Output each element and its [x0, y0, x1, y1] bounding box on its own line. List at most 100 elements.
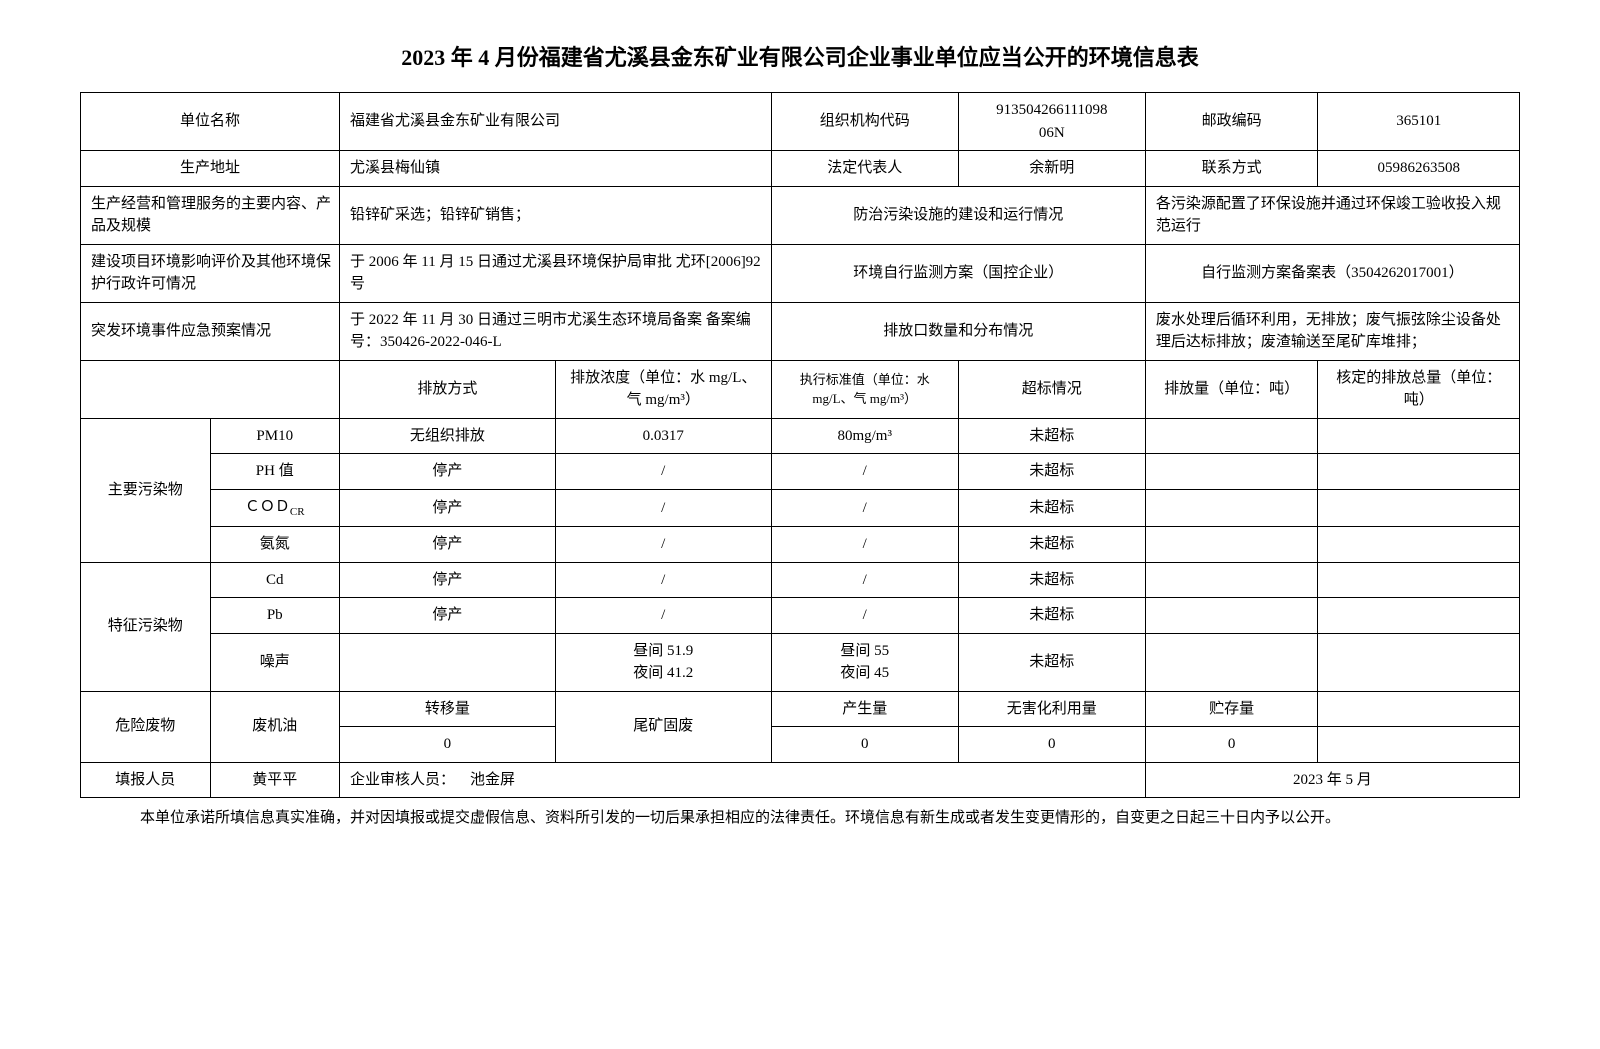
row-pb: Pb 停产 / / 未超标 — [81, 598, 1520, 634]
row-hazard-1: 危险废物 废机油 转移量 尾矿固废 产生量 无害化利用量 贮存量 — [81, 691, 1520, 727]
cell-harmless-label: 无害化利用量 — [958, 691, 1145, 727]
row-unit-name: 单位名称 福建省尤溪县金东矿业有限公司 组织机构代码 9135042661110… — [81, 93, 1520, 151]
cell-nh-approved — [1318, 527, 1520, 563]
label-monitor: 环境自行监测方案（国控企业） — [771, 244, 1145, 302]
cell-nh-exceed: 未超标 — [958, 527, 1145, 563]
cell-pb-name: Pb — [210, 598, 340, 634]
cell-ph-std: / — [771, 454, 958, 490]
cell-ph-method: 停产 — [340, 454, 556, 490]
cell-nh-amount — [1145, 527, 1318, 563]
value-addr: 尤溪县梅仙镇 — [340, 151, 772, 187]
cell-pb-conc: / — [555, 598, 771, 634]
value-contact: 05986263508 — [1318, 151, 1520, 187]
cell-waste-oil: 废机油 — [210, 691, 340, 762]
label-contact: 联系方式 — [1145, 151, 1318, 187]
value-eia: 于 2006 年 11 月 15 日通过尤溪县环境保护局审批 尤环[2006]9… — [340, 244, 772, 302]
cell-hazard-empty2 — [1318, 727, 1520, 763]
label-biz: 生产经营和管理服务的主要内容、产品及规模 — [81, 186, 340, 244]
cell-produce-label: 产生量 — [771, 691, 958, 727]
label-reporter: 填报人员 — [81, 762, 211, 798]
label-emergency: 突发环境事件应急预案情况 — [81, 302, 340, 360]
cell-pm10-amount — [1145, 418, 1318, 454]
value-biz: 铅锌矿采选；铅锌矿销售； — [340, 186, 772, 244]
cell-pm10-exceed: 未超标 — [958, 418, 1145, 454]
label-org-code: 组织机构代码 — [771, 93, 958, 151]
value-reporter: 黄平平 — [210, 762, 340, 798]
environmental-info-table: 单位名称 福建省尤溪县金东矿业有限公司 组织机构代码 9135042661110… — [80, 92, 1520, 798]
label-legal: 法定代表人 — [771, 151, 958, 187]
cell-cod-std: / — [771, 489, 958, 527]
cell-noise-method — [340, 633, 556, 691]
cell-noise-conc: 昼间 51.9 夜间 41.2 — [555, 633, 771, 691]
cell-noise-name: 噪声 — [210, 633, 340, 691]
value-outlet: 废水处理后循环利用，无排放；废气振弦除尘设备处理后达标排放；废渣输送至尾矿库堆排… — [1145, 302, 1519, 360]
cell-ph-conc: / — [555, 454, 771, 490]
header-exceed: 超标情况 — [958, 360, 1145, 418]
cell-noise-std: 昼间 55 夜间 45 — [771, 633, 958, 691]
cell-pb-method: 停产 — [340, 598, 556, 634]
cell-pm10-approved — [1318, 418, 1520, 454]
cell-reviewer: 企业审核人员： 池金屏 — [340, 762, 1146, 798]
cell-pm10-name: PM10 — [210, 418, 340, 454]
cell-cod-method: 停产 — [340, 489, 556, 527]
label-outlet: 排放口数量和分布情况 — [771, 302, 1145, 360]
cell-pm10-method: 无组织排放 — [340, 418, 556, 454]
label-hazard: 危险废物 — [81, 691, 211, 762]
header-approved: 核定的排放总量（单位：吨） — [1318, 360, 1520, 418]
header-concentration: 排放浓度（单位：水 mg/L、气 mg/m³） — [555, 360, 771, 418]
cell-noise-amount — [1145, 633, 1318, 691]
cell-cd-amount — [1145, 562, 1318, 598]
cell-transfer-label: 转移量 — [340, 691, 556, 727]
row-address: 生产地址 尤溪县梅仙镇 法定代表人 余新明 联系方式 05986263508 — [81, 151, 1520, 187]
cell-nh-method: 停产 — [340, 527, 556, 563]
cell-hazard-empty — [1318, 691, 1520, 727]
label-addr: 生产地址 — [81, 151, 340, 187]
row-cod: ＣＯＤCR 停产 / / 未超标 — [81, 489, 1520, 527]
document-title: 2023 年 4 月份福建省尤溪县金东矿业有限公司企业事业单位应当公开的环境信息… — [80, 40, 1520, 72]
row-noise: 噪声 昼间 51.9 夜间 41.2 昼间 55 夜间 45 未超标 — [81, 633, 1520, 691]
cell-cod-conc: / — [555, 489, 771, 527]
row-eia: 建设项目环境影响评价及其他环境保护行政许可情况 于 2006 年 11 月 15… — [81, 244, 1520, 302]
row-pollutant-header: 排放方式 排放浓度（单位：水 mg/L、气 mg/m³） 执行标准值（单位：水 … — [81, 360, 1520, 418]
cell-nh-name: 氨氮 — [210, 527, 340, 563]
cell-pb-std: / — [771, 598, 958, 634]
row-cd: 特征污染物 Cd 停产 / / 未超标 — [81, 562, 1520, 598]
label-postal: 邮政编码 — [1145, 93, 1318, 151]
cell-ph-amount — [1145, 454, 1318, 490]
cell-noise-exceed: 未超标 — [958, 633, 1145, 691]
cell-storage-label: 贮存量 — [1145, 691, 1318, 727]
row-business: 生产经营和管理服务的主要内容、产品及规模 铅锌矿采选；铅锌矿销售； 防治污染设施… — [81, 186, 1520, 244]
cell-ph-exceed: 未超标 — [958, 454, 1145, 490]
label-eia: 建设项目环境影响评价及其他环境保护行政许可情况 — [81, 244, 340, 302]
header-amount: 排放量（单位：吨） — [1145, 360, 1318, 418]
cell-cod-amount — [1145, 489, 1318, 527]
value-unit-name: 福建省尤溪县金东矿业有限公司 — [340, 93, 772, 151]
cell-storage: 0 — [1145, 727, 1318, 763]
cell-transfer: 0 — [340, 727, 556, 763]
value-org-code: 913504266111098 06N — [958, 93, 1145, 151]
cell-cd-exceed: 未超标 — [958, 562, 1145, 598]
label-special-pollutant: 特征污染物 — [81, 562, 211, 691]
footer-note: 本单位承诺所填信息真实准确，并对因填报或提交虚假信息、资料所引发的一切后果承担相… — [80, 798, 1520, 838]
cell-pb-amount — [1145, 598, 1318, 634]
cell-date: 2023 年 5 月 — [1145, 762, 1519, 798]
cell-nh-conc: / — [555, 527, 771, 563]
value-legal: 余新明 — [958, 151, 1145, 187]
cell-cd-conc: / — [555, 562, 771, 598]
label-pollution-control: 防治污染设施的建设和运行情况 — [771, 186, 1145, 244]
cell-cd-approved — [1318, 562, 1520, 598]
cell-pb-approved — [1318, 598, 1520, 634]
row-footer: 填报人员 黄平平 企业审核人员： 池金屏 2023 年 5 月 — [81, 762, 1520, 798]
cell-noise-approved — [1318, 633, 1520, 691]
cell-harmless: 0 — [958, 727, 1145, 763]
row-pm10: 主要污染物 PM10 无组织排放 0.0317 80mg/m³ 未超标 — [81, 418, 1520, 454]
label-main-pollutant: 主要污染物 — [81, 418, 211, 562]
row-ph: PH 值 停产 / / 未超标 — [81, 454, 1520, 490]
cell-produce: 0 — [771, 727, 958, 763]
cell-pb-exceed: 未超标 — [958, 598, 1145, 634]
label-unit-name: 单位名称 — [81, 93, 340, 151]
cell-pm10-conc: 0.0317 — [555, 418, 771, 454]
cell-cod-name: ＣＯＤCR — [210, 489, 340, 527]
cell-cd-std: / — [771, 562, 958, 598]
header-method: 排放方式 — [340, 360, 556, 418]
